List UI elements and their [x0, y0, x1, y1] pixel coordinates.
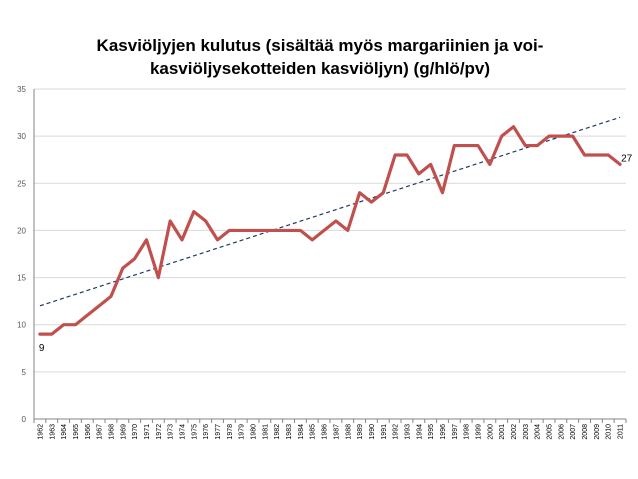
x-tick-label: 2002 — [511, 424, 518, 440]
x-tick-label: 1997 — [452, 424, 459, 440]
y-tick-label: 30 — [17, 132, 26, 141]
x-tick-label: 1976 — [203, 424, 210, 440]
trendline — [39, 116, 621, 307]
x-tick-label: 2011 — [618, 424, 625, 439]
x-tick-label: 1978 — [227, 424, 234, 440]
y-tick-label: 5 — [22, 368, 27, 377]
x-tick-label: 1972 — [156, 424, 163, 440]
x-tick-label: 1974 — [180, 424, 187, 440]
axes: 0 5 10 15 20 25 30 35 1962 1963 1964 1965 1966 1967 19… — [17, 85, 627, 440]
x-tick-label: 1968 — [108, 424, 115, 440]
x-tick-label: 1970 — [132, 424, 139, 440]
x-tick-label: 1981 — [262, 424, 269, 440]
x-tick-label: 1988 — [345, 424, 352, 440]
chart-title: Kasviöljyjen kulutus (sisältää myös marg… — [40, 34, 600, 80]
x-tick-label: 1995 — [428, 424, 435, 440]
x-tick-label: 2001 — [499, 424, 506, 440]
x-tick-label: 1966 — [85, 424, 92, 440]
x-tick-label: 2004 — [535, 424, 542, 440]
x-tick-label: 1977 — [215, 424, 222, 440]
x-tick-label: 2000 — [487, 424, 494, 440]
x-tick-label: 2007 — [570, 424, 577, 440]
x-tick-label: 1965 — [73, 424, 80, 440]
data-label: 9 — [39, 343, 45, 354]
x-tick-label: 1975 — [191, 424, 198, 440]
series-line — [38, 125, 622, 336]
y-tick-label: 25 — [17, 179, 26, 188]
x-tick-label: 2005 — [547, 424, 554, 440]
gridlines — [34, 88, 626, 420]
x-tick-label: 1967 — [97, 424, 104, 440]
x-tick-label: 1984 — [298, 424, 305, 440]
data-label: 27 — [621, 153, 633, 164]
y-tick-label: 35 — [17, 85, 26, 94]
chart-title-line-2: kasviöljysekotteiden kasviöljyn) (g/hlö/… — [149, 59, 491, 78]
x-tick-label: 1964 — [61, 424, 68, 440]
x-tick-label: 1992 — [393, 424, 400, 440]
x-tick-label: 1969 — [120, 424, 127, 440]
y-tick-label: 20 — [17, 226, 26, 235]
x-tick-label: 1991 — [381, 424, 388, 440]
x-tick-label: 2008 — [582, 424, 589, 440]
y-tick-label: 0 — [22, 415, 27, 424]
x-tick-label: 1994 — [416, 424, 423, 440]
x-tick-label: 1962 — [37, 424, 44, 440]
x-tick-label: 1999 — [476, 424, 483, 440]
x-tick-label: 1986 — [322, 424, 329, 440]
x-tick-label: 1963 — [49, 424, 56, 440]
x-tick-label: 1979 — [239, 424, 246, 440]
x-tick-label: 1990 — [369, 424, 376, 440]
x-tick-label: 1985 — [310, 424, 317, 440]
x-tick-label: 2009 — [594, 424, 601, 440]
x-tick-label: 1993 — [404, 424, 411, 440]
y-tick-label: 10 — [17, 321, 26, 330]
x-tick-label: 1996 — [440, 424, 447, 440]
labels-layer: 9 27 — [39, 153, 633, 354]
x-tick-label: 2010 — [606, 424, 613, 440]
x-tick-label: 1982 — [274, 424, 281, 440]
x-tick-label: 1998 — [464, 424, 471, 440]
x-tick-label: 1987 — [333, 424, 340, 440]
x-tick-label: 1973 — [168, 424, 175, 440]
x-tick-label: 2006 — [558, 424, 565, 440]
chart-title-line-1: Kasviöljyjen kulutus (sisältää myös marg… — [96, 36, 544, 55]
x-tick-label: 1980 — [251, 424, 258, 440]
x-tick-label: 1971 — [144, 424, 151, 440]
x-tick-label: 2003 — [523, 424, 530, 440]
x-tick-label: 1983 — [286, 424, 293, 440]
series-layer — [38, 125, 622, 336]
trendline-layer — [39, 116, 621, 307]
y-tick-label: 15 — [17, 274, 26, 283]
x-tick-label: 1989 — [357, 424, 364, 440]
